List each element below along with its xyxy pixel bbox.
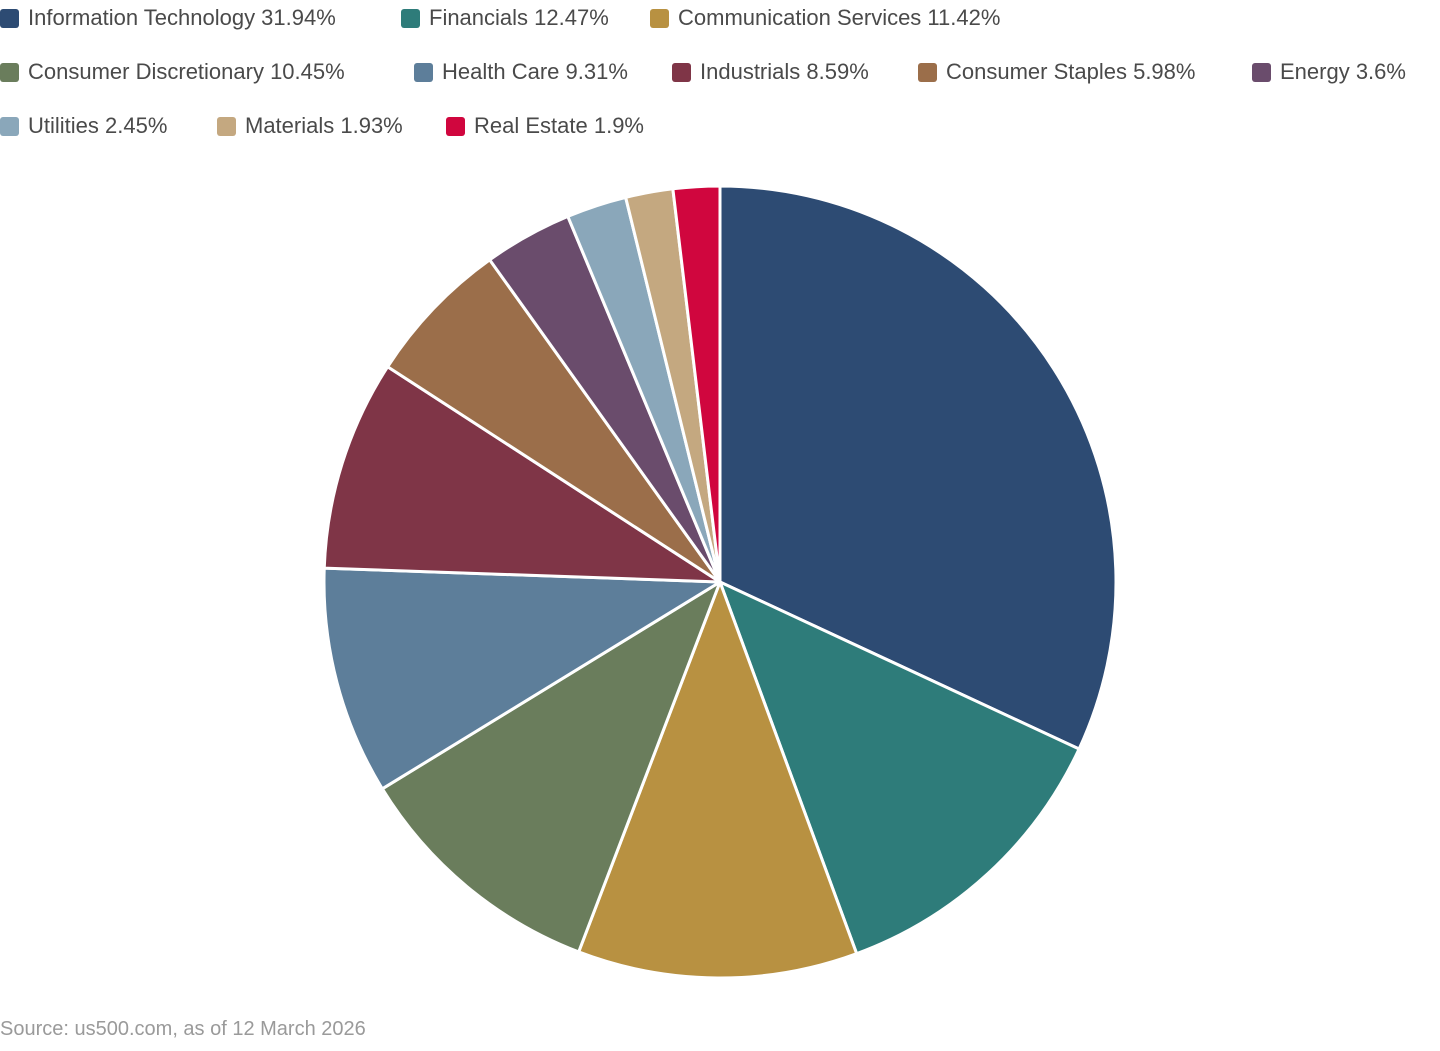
legend-row-2: Consumer Discretionary 10.45% Health Car… [0, 57, 1440, 87]
legend-item-industrials[interactable]: Industrials 8.59% [672, 57, 869, 87]
legend-label: Information Technology 31.94% [28, 5, 336, 30]
pie-slice-real-estate[interactable] [671, 184, 722, 584]
legend-swatch-icon [918, 62, 937, 82]
legend-swatch-icon [0, 62, 19, 82]
legend-swatch-icon [1252, 62, 1271, 82]
legend-label: Communication Services 11.42% [678, 5, 1001, 30]
legend-swatch-icon [0, 8, 19, 28]
pie-slice-consumer-discretionary[interactable] [380, 580, 722, 954]
pie-slice-industrials[interactable] [322, 365, 722, 584]
legend-swatch-icon [414, 62, 433, 82]
legend-item-utilities[interactable]: Utilities 2.45% [0, 111, 167, 141]
legend-row-3: Utilities 2.45% Materials 1.93% Real Est… [0, 111, 1440, 141]
pie-slice-information-technology[interactable] [718, 184, 1118, 751]
legend-label: Materials 1.93% [245, 113, 403, 138]
legend-swatch-icon [446, 116, 465, 136]
legend-swatch-icon [217, 116, 236, 136]
pie-slice-health-care[interactable] [322, 566, 722, 791]
legend-label: Financials 12.47% [429, 5, 609, 30]
legend-item-energy[interactable]: Energy 3.6% [1252, 57, 1406, 87]
legend-label: Utilities 2.45% [28, 113, 168, 138]
legend-swatch-icon [401, 8, 420, 28]
legend-swatch-icon [650, 8, 669, 28]
legend-swatch-icon [0, 116, 19, 136]
legend-label: Industrials 8.59% [700, 59, 869, 84]
legend-item-consumer-staples[interactable]: Consumer Staples 5.98% [918, 57, 1195, 87]
legend-item-real-estate[interactable]: Real Estate 1.9% [446, 111, 644, 141]
pie-slice-consumer-staples[interactable] [386, 258, 722, 584]
legend-label: Consumer Staples 5.98% [946, 59, 1196, 84]
legend-row-1: Information Technology 31.94% Financials… [0, 3, 1440, 33]
legend-item-communication-services[interactable]: Communication Services 11.42% [650, 3, 1000, 33]
pie-slice-communication-services[interactable] [577, 580, 859, 980]
legend-item-information-technology[interactable]: Information Technology 31.94% [0, 3, 336, 33]
legend-item-health-care[interactable]: Health Care 9.31% [414, 57, 628, 87]
legend-item-materials[interactable]: Materials 1.93% [217, 111, 403, 141]
legend-label: Real Estate 1.9% [474, 113, 644, 138]
legend-label: Consumer Discretionary 10.45% [28, 59, 345, 84]
legend-item-consumer-discretionary[interactable]: Consumer Discretionary 10.45% [0, 57, 345, 87]
legend-item-financials[interactable]: Financials 12.47% [401, 3, 609, 33]
legend-label: Energy 3.6% [1280, 59, 1406, 84]
legend-label: Health Care 9.31% [442, 59, 628, 84]
source-note: Source: us500.com, as of 12 March 2026 [0, 1018, 366, 1040]
legend-swatch-icon [672, 62, 691, 82]
pie-slice-financials[interactable] [718, 580, 1081, 956]
